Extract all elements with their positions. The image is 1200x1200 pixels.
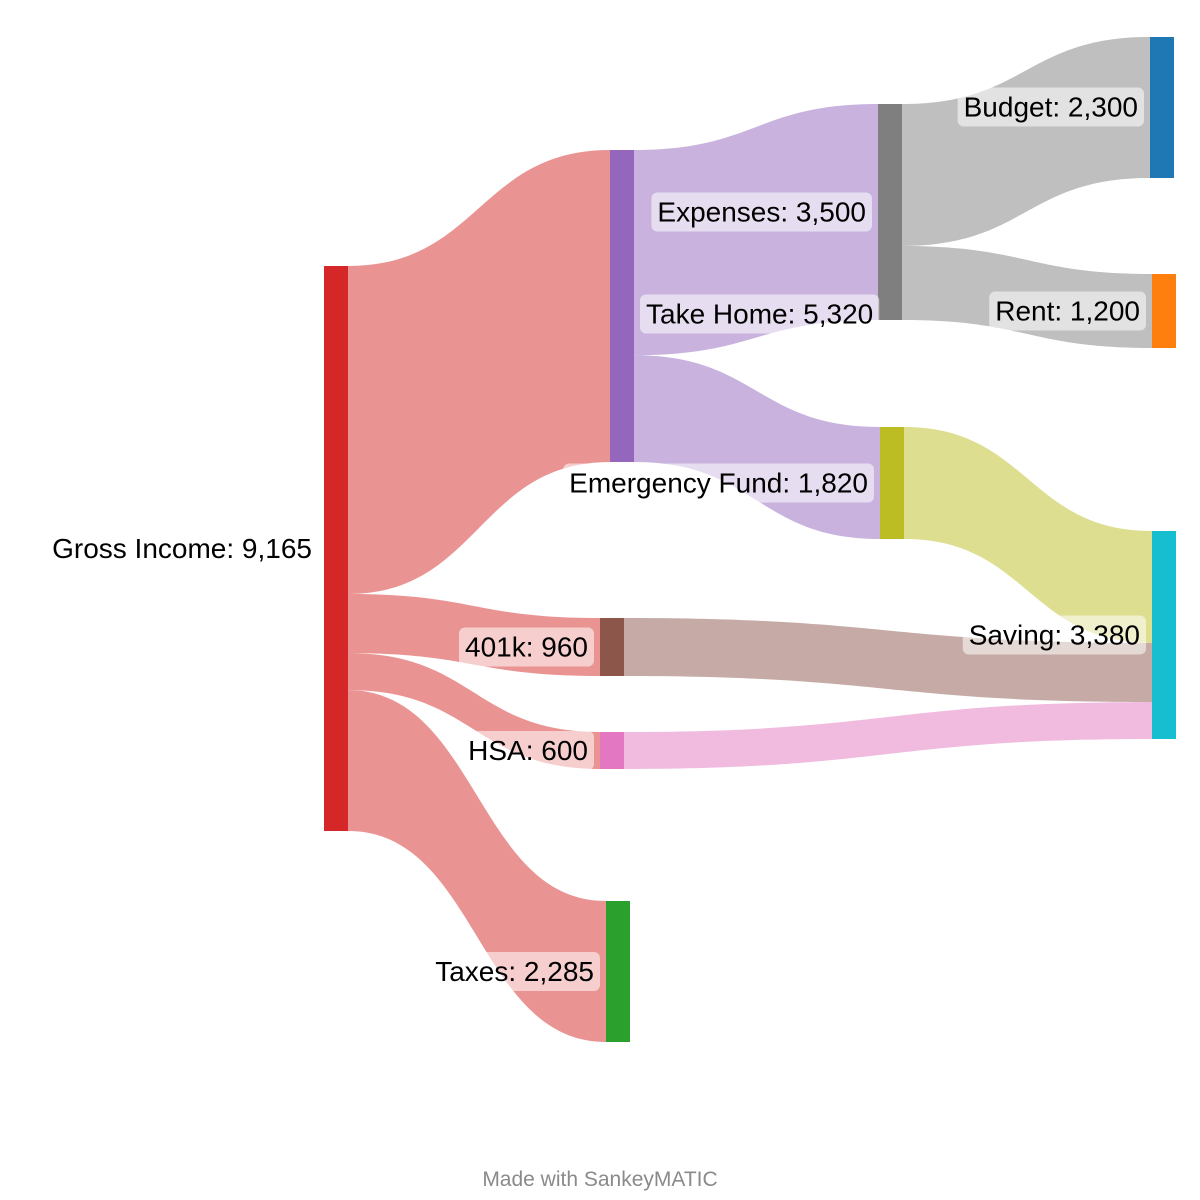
- label-text-saving: Saving: 3,380: [969, 620, 1140, 651]
- node-k401[interactable]: [600, 618, 624, 676]
- flow-emergency-to-saving[interactable]: [904, 427, 1152, 643]
- label-text-emergency: Emergency Fund: 1,820: [569, 468, 868, 499]
- label-k401: 401k: 960: [459, 627, 594, 667]
- flow-takehome-to-emergency[interactable]: [634, 355, 880, 539]
- label-bg-takehome: [640, 294, 880, 334]
- label-taxes: Taxes: 2,285: [429, 952, 600, 991]
- label-hsa: HSA: 600: [462, 731, 594, 770]
- flow-gross-to-takehome[interactable]: [348, 150, 610, 594]
- label-text-budget: Budget: 2,300: [964, 92, 1138, 123]
- node-rent[interactable]: [1152, 274, 1176, 348]
- flows-layer: [348, 37, 1152, 1042]
- labels-layer: Gross Income: 9,165 Take Home: 5,320 401k:…: [52, 87, 1146, 991]
- node-takehome[interactable]: [610, 150, 634, 462]
- label-gross: Gross Income: 9,165: [52, 533, 312, 564]
- flow-expenses-to-budget[interactable]: [902, 37, 1150, 246]
- nodes-layer: [324, 37, 1176, 1042]
- node-taxes[interactable]: [606, 901, 630, 1042]
- label-bg-budget: [957, 87, 1144, 127]
- label-text-taxes: Taxes: 2,285: [435, 956, 594, 987]
- label-saving: Saving: 3,380: [962, 615, 1146, 655]
- label-bg-rent: [989, 291, 1146, 331]
- label-text-takehome: Take Home: 5,320: [646, 299, 873, 330]
- label-emergency: Emergency Fund: 1,820: [563, 463, 874, 503]
- label-rent: Rent: 1,200: [989, 291, 1146, 331]
- footer-credit: Made with SankeyMATIC: [482, 1168, 718, 1191]
- label-bg-hsa: [462, 731, 594, 770]
- node-saving[interactable]: [1152, 531, 1176, 739]
- node-expenses[interactable]: [878, 104, 902, 320]
- label-text-gross: Gross Income: 9,165: [52, 533, 312, 564]
- node-emergency[interactable]: [880, 427, 904, 539]
- label-text-rent: Rent: 1,200: [995, 296, 1140, 327]
- node-budget[interactable]: [1150, 37, 1174, 178]
- label-bg-emergency: [563, 463, 874, 503]
- flow-hsa-to-saving[interactable]: [624, 702, 1152, 769]
- label-text-expenses: Expenses: 3,500: [657, 197, 866, 228]
- node-gross[interactable]: [324, 266, 348, 831]
- label-bg-expenses: [651, 192, 872, 232]
- node-hsa[interactable]: [600, 732, 624, 769]
- label-takehome: Take Home: 5,320: [640, 294, 880, 334]
- label-bg-taxes: [429, 952, 600, 991]
- label-expenses: Expenses: 3,500: [651, 192, 872, 232]
- flow-k401-to-saving[interactable]: [624, 618, 1152, 703]
- label-bg-k401: [459, 627, 594, 667]
- label-budget: Budget: 2,300: [957, 87, 1144, 127]
- label-bg-saving: [962, 615, 1146, 655]
- label-text-hsa: HSA: 600: [468, 735, 588, 766]
- label-text-k401: 401k: 960: [465, 632, 588, 663]
